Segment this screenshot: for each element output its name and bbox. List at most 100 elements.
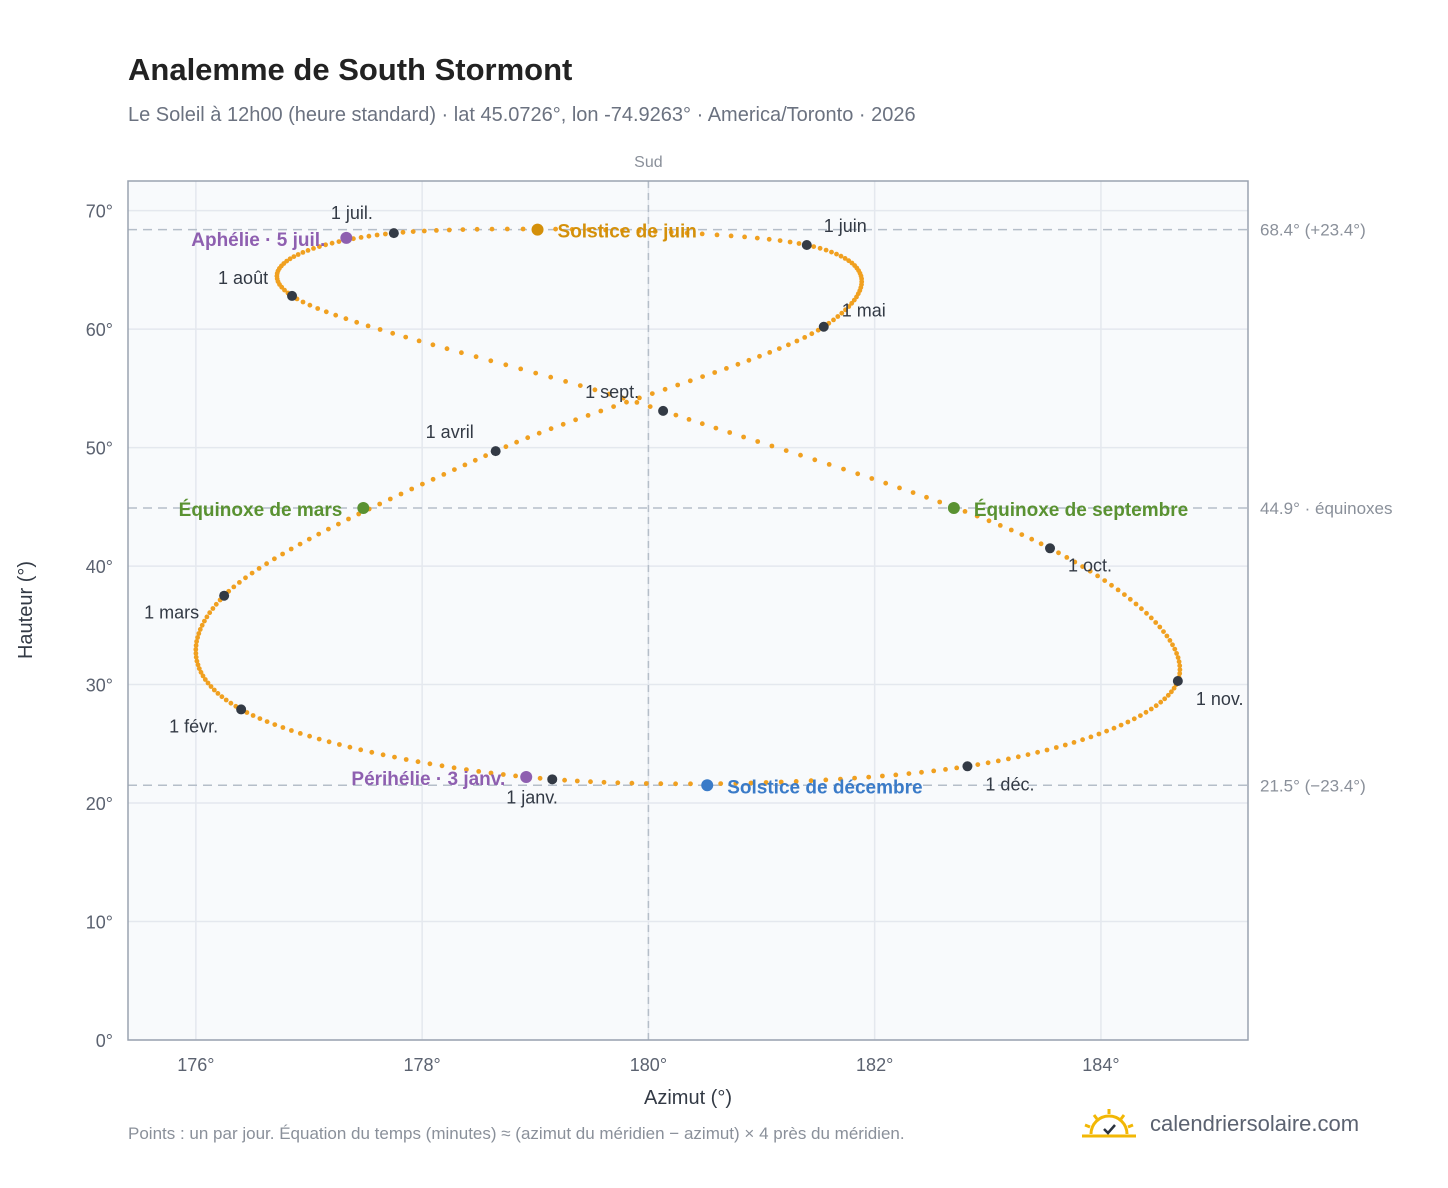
daily-sun-position [658,781,664,787]
daily-sun-position [504,226,510,232]
daily-sun-position [289,728,294,733]
daily-sun-position [826,462,832,467]
daily-sun-position [369,749,375,755]
daily-sun-position [193,647,199,652]
daily-sun-position [769,443,775,449]
daily-sun-position [211,687,217,693]
daily-sun-position [601,779,607,785]
daily-sun-position [346,516,351,522]
daily-sun-position [808,778,814,784]
daily-sun-position [460,227,466,233]
daily-sun-position [1071,740,1077,745]
month-marker-label: 1 nov. [1196,689,1244,709]
daily-sun-position [1006,756,1011,762]
daily-sun-position [598,408,604,414]
daily-sun-position [796,241,802,246]
month-marker [962,761,973,772]
daily-sun-position [675,382,681,388]
daily-sun-position [835,314,841,319]
daily-sun-position [1177,671,1183,676]
daily-sun-position [198,669,204,675]
daily-sun-position [464,767,469,772]
daily-sun-position [643,781,649,786]
chart-subtitle: Le Soleil à 12h00 (heure standard) · lat… [128,104,916,126]
daily-sun-position [831,317,836,323]
daily-sun-position [387,496,393,502]
daily-sun-position [215,691,221,696]
daily-sun-position [684,230,690,236]
daily-sun-position [843,307,848,313]
month-marker-label: 1 mai [842,301,886,321]
daily-sun-position [459,350,464,356]
daily-sun-position [883,480,889,486]
month-marker [1045,543,1056,554]
daily-sun-position [210,606,216,611]
daily-sun-position [1035,749,1040,755]
daily-sun-position [986,518,992,524]
daily-sun-position [323,309,329,315]
brand[interactable]: calendriersolaire.com [1082,1104,1359,1144]
special-point-marker [531,223,544,236]
daily-sun-position [574,778,580,784]
x-tick-label: 182° [856,1055,893,1075]
daily-sun-position [205,680,211,686]
y-tick-label: 60° [86,320,113,340]
daily-sun-position [880,773,885,779]
daily-sun-position [1164,633,1170,639]
daily-sun-position [316,736,322,742]
daily-sun-position [995,758,1001,764]
daily-sun-position [1169,689,1174,695]
daily-sun-position [839,310,845,316]
daily-sun-position [735,361,741,367]
month-marker-label: 1 août [218,268,268,288]
daily-sun-position [204,614,210,620]
daily-sun-position [838,776,843,782]
daily-sun-position [416,338,422,344]
daily-sun-position [809,331,815,337]
daily-sun-position [823,247,829,253]
daily-sun-position [472,457,478,463]
y-tick-label: 30° [86,676,113,696]
daily-sun-position [1122,592,1127,597]
daily-sun-position [317,244,322,250]
daily-sun-position [897,485,902,491]
daily-sun-position [473,354,479,360]
daily-sun-position [333,312,339,318]
y-tick-label: 20° [86,794,113,814]
daily-sun-position [686,417,692,422]
daily-sun-position [954,765,960,771]
daily-sun-position [434,228,439,233]
daily-sun-position [1118,722,1124,728]
daily-sun-position [1087,568,1093,574]
daily-sun-position [537,775,543,781]
footnote: Points : un par jour. Équation du temps … [128,1124,905,1143]
daily-sun-position [1056,550,1061,556]
daily-sun-position [288,546,294,552]
reference-line-label: 68.4° (+23.4°) [1260,221,1366,240]
sun-logo-icon [1082,1109,1136,1138]
daily-sun-position [366,233,372,239]
month-marker-label: 1 avril [426,422,474,442]
daily-sun-position [420,481,425,487]
month-marker [219,590,230,601]
daily-sun-position [817,245,823,251]
daily-sun-position [329,240,335,246]
daily-sun-position [410,229,416,235]
daily-sun-position [257,716,263,721]
daily-sun-position [741,434,746,440]
daily-sun-position [611,404,616,409]
daily-sun-position [315,306,321,311]
daily-sun-position [403,334,409,340]
daily-sun-position [1019,532,1025,537]
daily-sun-position [1080,564,1085,569]
daily-sun-position [893,772,899,778]
daily-sun-position [202,618,207,624]
daily-sun-position [390,330,396,336]
daily-sun-position [518,366,524,372]
daily-sun-position [548,374,554,380]
daily-sun-position [1095,573,1100,579]
special-point-label: Solstice de juin [558,222,697,243]
daily-sun-position [852,775,857,781]
daily-sun-position [569,227,575,232]
daily-sun-position [377,501,383,507]
